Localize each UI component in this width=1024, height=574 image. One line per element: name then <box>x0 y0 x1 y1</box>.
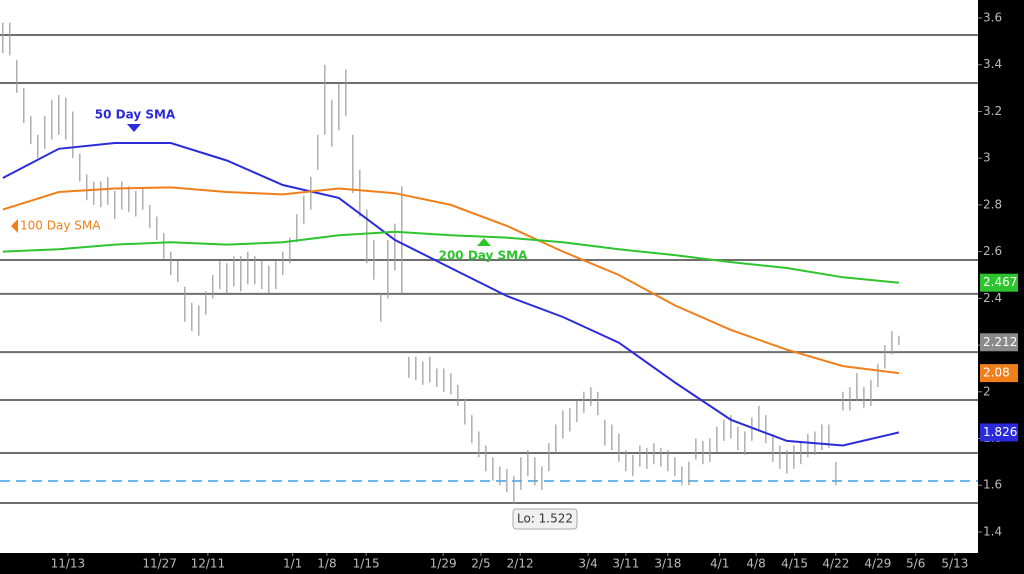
x-tick-label: 4/8 <box>746 557 765 571</box>
last-price-label: 2.212 <box>983 335 1017 349</box>
x-tick-label: 4/15 <box>781 557 808 571</box>
y-tick-label: 1.6 <box>983 478 1002 492</box>
x-tick-label: 2/12 <box>507 557 534 571</box>
y-tick-label: 3.4 <box>983 57 1002 71</box>
sma-line <box>2 230 899 284</box>
sma-annotation: 200 Day SMA <box>439 249 529 263</box>
x-tick-label: 11/13 <box>51 557 86 571</box>
y-tick-label: 3.2 <box>983 104 1002 118</box>
x-tick-label: 1/8 <box>317 557 336 571</box>
y-tick-label: 1.4 <box>983 524 1002 538</box>
y-tick-label: 3 <box>983 151 991 165</box>
x-tick-label: 1/15 <box>353 557 380 571</box>
x-tick-label: 5/6 <box>906 557 925 571</box>
sma-line <box>2 142 900 447</box>
low-label: Lo: 1.522 <box>517 512 573 526</box>
last-value-box <box>980 364 1018 383</box>
annotation-arrow <box>477 238 491 246</box>
sma-annotation: 50 Day SMA <box>95 108 176 122</box>
last-value-label: 2.08 <box>983 366 1010 380</box>
last-value-label: 1.826 <box>983 425 1017 439</box>
x-tick-label: 3/11 <box>612 557 639 571</box>
annotation-arrow <box>11 219 18 233</box>
sma-annotation: 100 Day SMA <box>20 219 101 233</box>
annotation-arrow <box>127 124 141 132</box>
x-tick-label: 5/13 <box>941 557 968 571</box>
bottom-axis-panel <box>0 553 1024 574</box>
x-tick-label: 1/1 <box>283 557 302 571</box>
x-tick-label: 2/5 <box>471 557 490 571</box>
y-tick-label: 3.6 <box>983 10 1002 24</box>
last-value-label: 2.467 <box>983 275 1017 289</box>
low-label-box <box>512 508 578 530</box>
y-tick-label: 2 <box>983 384 991 398</box>
last-value-box <box>980 273 1018 292</box>
x-tick-label: 3/4 <box>578 557 597 571</box>
x-tick-label: 4/22 <box>822 557 849 571</box>
x-tick-label: 12/11 <box>191 557 226 571</box>
x-tick-label: 3/18 <box>654 557 681 571</box>
last-value-box <box>980 423 1018 442</box>
y-tick-label: 2.4 <box>983 291 1002 305</box>
x-tick-label: 4/1 <box>710 557 729 571</box>
x-tick-label: 11/27 <box>142 557 177 571</box>
y-tick-label: 2.6 <box>983 244 1002 258</box>
sma-line <box>2 186 900 375</box>
x-tick-label: 1/29 <box>430 557 457 571</box>
last-price-box <box>980 333 1018 352</box>
x-tick-label: 4/29 <box>864 557 891 571</box>
y-tick-label: 2.8 <box>983 197 1002 211</box>
